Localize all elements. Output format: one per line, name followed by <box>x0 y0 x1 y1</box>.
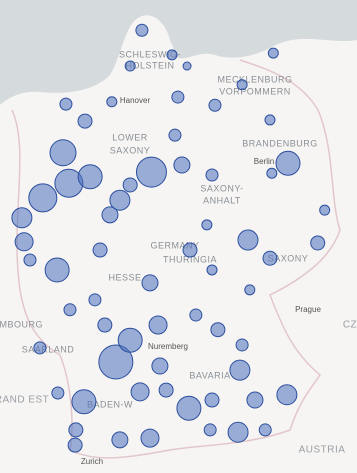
bubble <box>88 293 102 307</box>
bubble <box>205 168 219 182</box>
bubble <box>264 114 276 126</box>
region-label: GERMANY <box>150 240 199 250</box>
bubble <box>111 431 129 449</box>
bubble <box>236 79 248 91</box>
bubble <box>140 428 160 448</box>
bubble <box>275 150 301 176</box>
region-label: SAXONY- <box>200 183 243 193</box>
bubble <box>68 422 84 438</box>
bubble <box>176 395 202 421</box>
bubble <box>122 177 138 193</box>
bubble <box>204 392 220 408</box>
bubble <box>49 139 77 167</box>
country-label: CZ <box>343 320 357 331</box>
bubble <box>173 156 191 174</box>
region-label: SAXONY <box>268 253 309 263</box>
border <box>11 59 341 459</box>
region-label: HOLSTEIN <box>125 60 174 70</box>
bubble <box>109 189 131 211</box>
bubble <box>229 359 251 381</box>
region-label: SCHLESWIG- <box>119 49 181 59</box>
bubble <box>51 386 65 400</box>
region-label: HESSE <box>108 272 141 282</box>
city-label: Zurich <box>81 457 103 466</box>
bubble <box>171 90 185 104</box>
bubble <box>168 128 182 142</box>
bubble <box>319 204 331 216</box>
bubble <box>244 284 256 296</box>
bubble <box>11 207 33 229</box>
bubble <box>117 327 143 353</box>
bubble <box>71 389 97 415</box>
city-label: Nuremberg <box>148 342 188 351</box>
region-label: MECKLENBURG <box>217 74 292 84</box>
country-label: AUSTRIA <box>299 445 346 456</box>
bubble <box>276 384 298 406</box>
bubble <box>23 253 37 267</box>
bubble <box>267 47 279 59</box>
bubble <box>77 164 103 190</box>
bubble <box>135 156 167 188</box>
region-label: VORPOMMERN <box>219 86 291 96</box>
bubble <box>130 382 150 402</box>
bubble <box>124 60 136 72</box>
city-label: Hanover <box>120 96 151 105</box>
bubble <box>106 96 118 108</box>
bubble <box>98 344 134 380</box>
bubble <box>101 206 119 224</box>
bubble <box>67 437 83 453</box>
bubble <box>33 341 47 355</box>
bubble <box>92 242 108 258</box>
region-label: SAARLAND <box>22 344 75 354</box>
region-label: BAVARIA <box>189 370 230 380</box>
region-label: ANHALT <box>203 195 241 205</box>
bubble <box>189 308 203 322</box>
bubble <box>44 257 70 283</box>
bubble <box>28 183 58 213</box>
bubble <box>97 317 113 333</box>
bubble <box>227 421 249 443</box>
bubble <box>201 219 213 231</box>
bubble <box>59 97 73 111</box>
region-label: EMBOURG <box>0 319 43 329</box>
bubble-layer <box>11 23 331 453</box>
bubble <box>77 113 93 129</box>
city-label: Prague <box>295 305 321 314</box>
region-label: BRANDENBURG <box>242 138 318 148</box>
region-label: THURINGIA <box>163 254 217 264</box>
bubble <box>208 98 222 112</box>
bubble <box>14 232 34 252</box>
bubble <box>148 315 168 335</box>
sea <box>0 0 357 105</box>
bubble <box>158 382 174 398</box>
bubble <box>235 338 249 352</box>
bubble <box>246 391 264 409</box>
bubble <box>203 423 217 437</box>
bubble <box>63 303 77 317</box>
bubble <box>141 274 159 292</box>
region-label: SAXONY <box>110 145 151 155</box>
bubble <box>262 250 278 266</box>
city-label: Berlin <box>254 157 274 166</box>
bubble <box>310 235 326 251</box>
region-label: LOWER <box>112 132 148 142</box>
bubble <box>206 264 218 276</box>
region-label: BADEN-W <box>87 399 133 409</box>
bubble <box>210 322 226 338</box>
bubble <box>151 357 169 375</box>
bubble <box>135 23 149 37</box>
bubble <box>258 423 272 437</box>
country-label: RAND EST <box>0 395 49 406</box>
bubble <box>266 167 278 179</box>
bubble <box>237 229 259 251</box>
bubble <box>182 242 198 258</box>
bubble <box>166 49 178 61</box>
bubble <box>182 61 192 71</box>
